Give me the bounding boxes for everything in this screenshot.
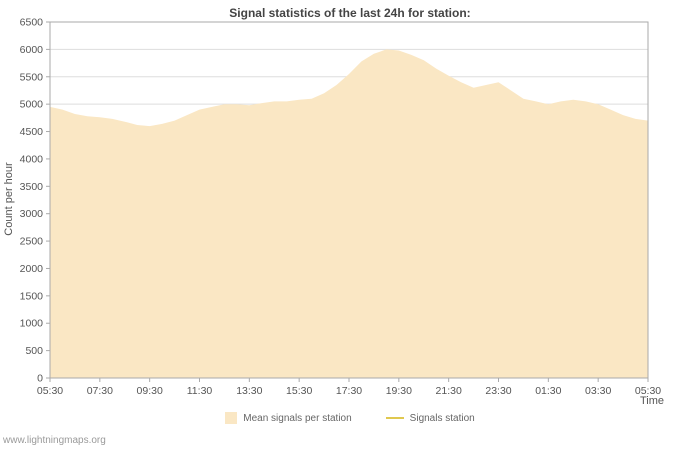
y-tick-label: 5500	[20, 71, 44, 83]
x-tick-label: 03:30	[585, 385, 611, 397]
y-tick-label: 6000	[20, 44, 44, 56]
legend-label-mean-signals: Mean signals per station	[243, 412, 352, 424]
x-tick-label: 21:30	[436, 385, 462, 397]
x-tick-label: 23:30	[485, 385, 511, 397]
y-tick-label: 4000	[20, 153, 44, 165]
plot-border	[49, 21, 649, 379]
x-tick-label: 19:30	[386, 385, 412, 397]
y-tick-label: 2000	[20, 263, 44, 275]
y-tick-label: 6500	[20, 17, 44, 29]
legend-item-signals-station: Signals station	[385, 412, 475, 424]
legend-swatch-area	[225, 412, 238, 424]
x-tick-label: 09:30	[137, 385, 163, 397]
y-tick-label: 1000	[20, 318, 44, 330]
y-tick-label: 5000	[20, 99, 44, 111]
x-tick-label: 01:30	[535, 385, 561, 397]
y-axis-label: Count per hour	[3, 162, 15, 236]
x-tick-label: 17:30	[336, 385, 362, 397]
x-tick-label: 07:30	[87, 385, 113, 397]
y-tick-label: 3000	[20, 208, 44, 220]
y-tick-label: 1500	[20, 290, 44, 302]
x-tick-label: 05:30	[635, 385, 661, 397]
x-tick-label: 15:30	[286, 385, 312, 397]
legend-label-signals-station: Signals station	[409, 412, 475, 424]
y-tick-label: 0	[37, 373, 43, 385]
watermark-link[interactable]: www.lightningmaps.org	[3, 435, 106, 446]
y-tick-label: 3500	[20, 181, 44, 193]
x-tick-label: 05:30	[37, 385, 63, 397]
x-tick-label: 11:30	[187, 385, 213, 397]
chart-title: Signal statistics of the last 24h for st…	[229, 6, 471, 20]
x-axis-label: Time	[639, 395, 664, 407]
y-tick-label: 4500	[20, 126, 44, 138]
y-tick-label: 2500	[20, 236, 44, 248]
legend-swatch-line	[385, 417, 404, 419]
chart-legend: Mean signals per station Signals station	[0, 412, 700, 424]
area-series-mean-signals	[50, 49, 648, 379]
x-tick-label: 13:30	[236, 385, 262, 397]
y-tick-label: 500	[25, 345, 43, 357]
legend-item-mean-signals: Mean signals per station	[225, 412, 352, 424]
